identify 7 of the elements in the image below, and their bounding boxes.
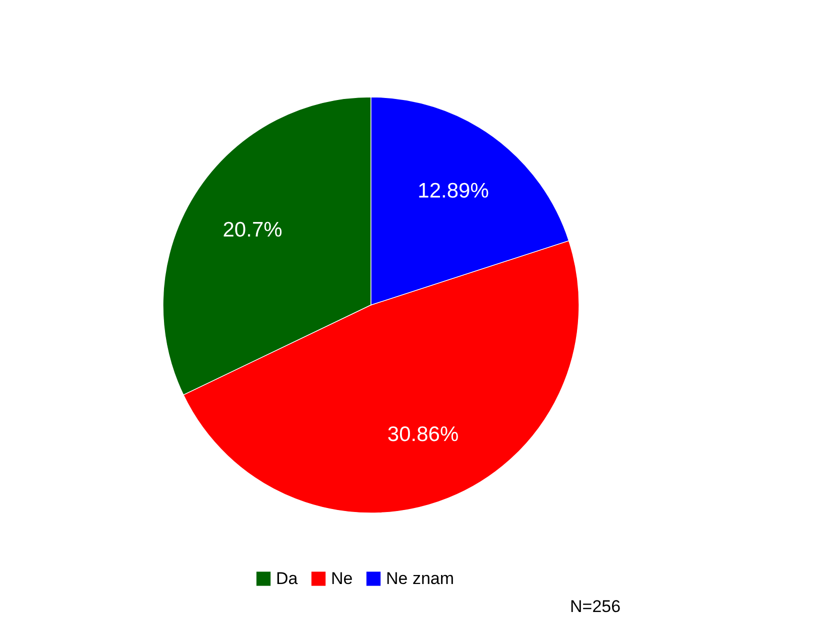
legend-label: Da	[276, 568, 298, 588]
text: N=256	[570, 597, 621, 616]
data-label: 30.86%	[387, 422, 459, 446]
data-label: 12.89%	[418, 180, 489, 203]
legend-label: Ne znam	[386, 568, 454, 588]
legend-label: Ne	[331, 568, 353, 588]
data-label: 20.7%	[222, 218, 282, 242]
